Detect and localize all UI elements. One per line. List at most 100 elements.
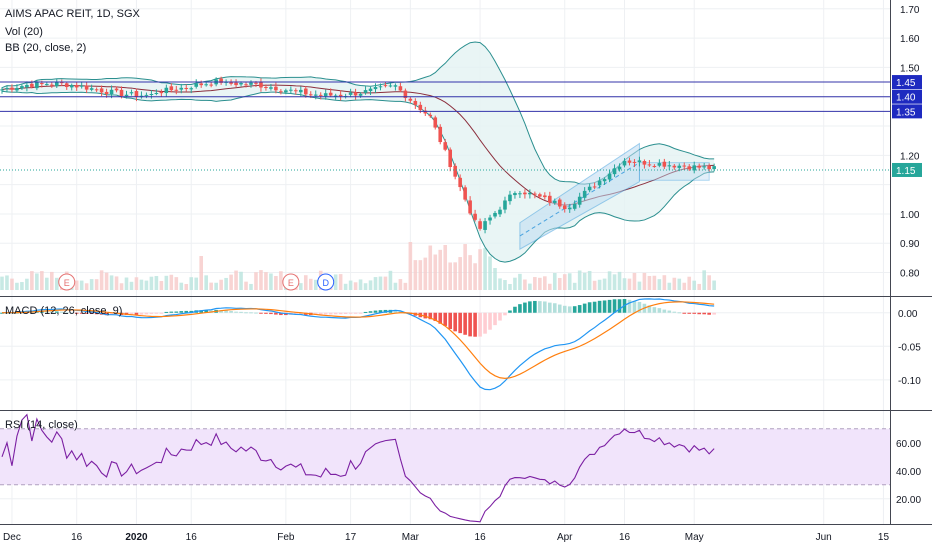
volume-bar: [129, 281, 134, 290]
volume-bar: [528, 283, 532, 290]
macd-legend: MACD (12, 26, close, 9): [5, 305, 122, 317]
candle-body: [318, 94, 323, 96]
macd-histogram-bar: [368, 311, 373, 313]
macd-tick-label: 0.00: [898, 309, 918, 320]
event-marker: [317, 273, 335, 291]
volume-bar: [508, 283, 512, 290]
macd-histogram-bar: [154, 312, 159, 314]
candle-body: [219, 78, 223, 83]
date-tick-label: 16: [475, 532, 487, 543]
date-tick-label: 16: [619, 532, 631, 543]
macd-histogram-bar: [518, 304, 522, 313]
macd-histogram-bar: [149, 312, 154, 314]
candle-body: [513, 193, 517, 196]
volume-bar: [313, 279, 318, 290]
macd-histogram-bar: [109, 312, 114, 315]
volume-bar: [702, 270, 706, 290]
candle-body: [597, 180, 602, 186]
macd-histogram-bar: [318, 312, 323, 315]
date-tick-label: 16: [71, 532, 83, 543]
volume-bar: [124, 277, 129, 290]
candle-body: [84, 85, 89, 90]
candle-body: [682, 165, 687, 167]
macd-histogram-bar: [50, 311, 54, 313]
volume-bar: [597, 279, 602, 290]
date-tick-label: Jun: [816, 532, 832, 543]
volume-bar: [94, 279, 99, 290]
candle-body: [348, 92, 353, 95]
candle-body: [518, 193, 522, 195]
candle-body: [353, 92, 358, 96]
price-level-tag-label: 1.45: [896, 78, 916, 89]
macd-histogram-bar: [159, 312, 164, 314]
volume-bar: [343, 283, 348, 290]
candle-body: [672, 165, 677, 168]
candle-body: [204, 84, 208, 86]
volume-bar: [234, 270, 238, 290]
macd-histogram-bar: [682, 312, 687, 314]
volume-bar: [567, 273, 572, 290]
volume-bar: [348, 280, 353, 290]
volume-bar: [254, 272, 258, 290]
candle-body: [438, 126, 443, 143]
candle-body: [483, 221, 487, 230]
candle-body: [234, 82, 238, 86]
macd-histogram-bar: [538, 301, 542, 313]
macd-histogram-bar: [219, 310, 223, 313]
macd-histogram-bar: [74, 312, 79, 314]
volume-bar: [642, 272, 647, 290]
candle-body: [388, 85, 393, 87]
macd-histogram-bar: [353, 312, 358, 314]
candle-body: [209, 84, 213, 86]
macd-histogram-bar: [279, 312, 283, 316]
candle-body: [473, 213, 477, 220]
date-tick-label: 15: [878, 532, 890, 543]
signal-line: [1, 301, 715, 380]
macd-histogram-bar: [423, 312, 428, 319]
volume-bar: [209, 282, 213, 290]
price-level-tag-label: 1.40: [896, 93, 916, 104]
volume-bar: [219, 279, 223, 290]
event-marker-label: E: [288, 278, 294, 288]
date-tick-label: May: [685, 532, 704, 543]
volume-bar: [463, 244, 467, 290]
candle-body: [398, 86, 403, 91]
volume-bar: [308, 278, 313, 290]
candle-body: [328, 92, 333, 96]
macd-histogram-bar: [577, 305, 582, 313]
candle-body: [184, 87, 189, 89]
macd-histogram-bar: [562, 305, 567, 313]
macd-histogram-bar: [343, 312, 348, 314]
macd-histogram-bar: [523, 302, 527, 313]
volume-bar: [299, 283, 303, 290]
volume-bar: [358, 279, 363, 290]
volume-bar: [214, 282, 218, 290]
candle-body: [40, 83, 44, 85]
volume-bar: [428, 245, 433, 290]
macd-histogram-bar: [493, 312, 497, 326]
rsi-panel[interactable]: [0, 413, 890, 523]
candle-body: [607, 173, 612, 180]
candle-body: [707, 165, 711, 170]
candle-body: [697, 165, 701, 168]
volume-bar: [692, 280, 697, 290]
macd-histogram-bar: [508, 310, 512, 313]
volume-bar: [538, 277, 542, 290]
event-marker-label: D: [322, 278, 329, 288]
macd-histogram-bar: [174, 311, 179, 313]
volume-bar: [582, 272, 587, 290]
candle-body: [538, 194, 542, 197]
macd-histogram-bar: [84, 312, 89, 314]
macd-histogram-bar: [602, 300, 607, 313]
volume-bar: [652, 275, 657, 290]
candle-body: [244, 84, 248, 86]
candle-body: [154, 93, 159, 95]
candle-body: [129, 92, 134, 94]
volume-bar: [513, 277, 517, 290]
volume-bar: [662, 275, 667, 290]
macd-panel[interactable]: [0, 298, 716, 391]
candle-body: [0, 89, 4, 91]
candle-body: [323, 93, 328, 97]
candle-body: [448, 149, 452, 168]
